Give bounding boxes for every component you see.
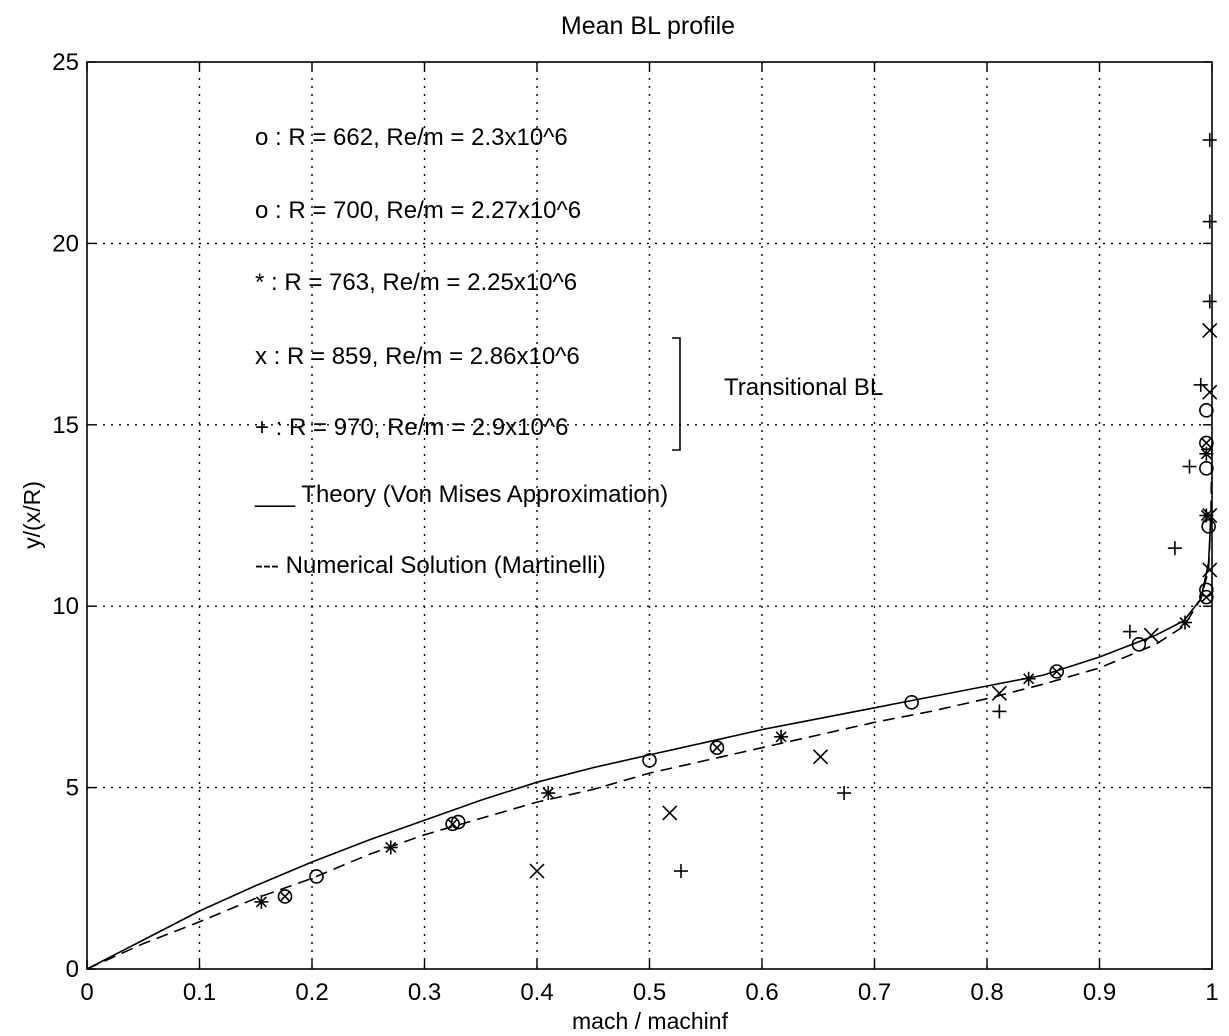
data-point-circle xyxy=(309,869,324,884)
x-tick-label: 0.2 xyxy=(295,979,328,1006)
data-point-plus xyxy=(674,864,688,879)
data-point-circle xyxy=(1131,636,1147,652)
y-axis-label: y/(x/R) xyxy=(19,481,45,549)
x-tick-label: 0 xyxy=(80,979,93,1006)
data-point-circle-x xyxy=(1049,664,1065,679)
data-point-plus xyxy=(837,786,852,801)
data-point-x xyxy=(1202,322,1218,339)
data-point-x xyxy=(1143,627,1159,643)
data-point-star xyxy=(1199,508,1214,523)
legend-entry-r859: x : R = 859, Re/m = 2.86x10^6 xyxy=(255,343,580,370)
data-point-star xyxy=(541,786,556,801)
legend-entry-r662: o : R = 662, Re/m = 2.3x10^6 xyxy=(255,124,568,151)
data-point-star xyxy=(254,894,269,909)
legend: o : R = 662, Re/m = 2.3x10^6 o : R = 700… xyxy=(254,124,681,579)
data-point-circle-x xyxy=(277,889,293,904)
data-point-circle xyxy=(642,753,657,768)
legend-entry-r970: + : R = 970, Re/m = 2.9x10^6 xyxy=(255,414,568,441)
data-point-x xyxy=(529,863,545,879)
y-tick-label: 15 xyxy=(52,412,79,439)
data-point-plus xyxy=(1193,377,1208,392)
x-tick-label: 0.6 xyxy=(745,979,778,1006)
y-tick-label: 10 xyxy=(52,593,79,620)
data-point-plus xyxy=(1202,133,1217,148)
legend-entry-theory: ___ Theory (Von Mises Approximation) xyxy=(254,481,668,508)
x-tick-label: 0.3 xyxy=(408,979,441,1006)
data-point-plus xyxy=(1167,541,1182,556)
data-point-star xyxy=(1199,446,1214,461)
data-point-plus xyxy=(1202,214,1217,229)
legend-entry-r700: o : R = 700, Re/m = 2.27x10^6 xyxy=(255,197,581,224)
x-tick-label: 0.8 xyxy=(970,979,1003,1006)
y-tick-label: 20 xyxy=(52,230,79,257)
chart-title: Mean BL profile xyxy=(561,12,735,40)
x-tick-label: 0.1 xyxy=(183,979,216,1006)
numerical-solution-curve xyxy=(86,442,1213,970)
data-point-star xyxy=(774,729,789,744)
data-point-star xyxy=(1178,615,1192,630)
y-tick-label: 25 xyxy=(52,49,79,76)
data-markers xyxy=(254,133,1218,909)
data-point-circle xyxy=(1201,519,1216,534)
x-tick-label: 0.9 xyxy=(1083,979,1116,1006)
ticks xyxy=(86,61,1213,970)
grid xyxy=(87,62,1212,969)
data-point-x xyxy=(662,805,678,821)
data-point-circle-x xyxy=(1199,589,1214,605)
data-point-plus xyxy=(1202,294,1217,309)
data-point-circle xyxy=(1199,461,1214,476)
x-tick-label: 0.5 xyxy=(633,979,666,1006)
data-point-plus xyxy=(1122,624,1137,639)
y-tick-label: 0 xyxy=(66,956,79,983)
data-point-plus xyxy=(1182,459,1197,474)
data-point-plus xyxy=(992,704,1007,719)
theory-curve xyxy=(86,515,1212,970)
y-tick-label: 5 xyxy=(66,775,79,802)
data-point-circle xyxy=(1199,402,1214,418)
legend-entry-r763: * : R = 763, Re/m = 2.25x10^6 xyxy=(255,269,577,296)
data-point-circle-x xyxy=(445,816,460,832)
data-point-x xyxy=(1202,562,1218,578)
data-point-star xyxy=(383,840,398,855)
x-tick-label: 0.4 xyxy=(520,979,553,1006)
data-point-circle-x xyxy=(709,740,725,755)
legend-bracket xyxy=(672,337,681,451)
data-point-x xyxy=(812,749,829,765)
x-axis-label: mach / machinf xyxy=(572,1008,729,1034)
x-tick-label: 0.7 xyxy=(858,979,891,1006)
data-point-x xyxy=(991,685,1007,701)
legend-entry-numerical: --- Numerical Solution (Martinelli) xyxy=(255,552,606,579)
curves xyxy=(86,442,1213,970)
data-point-x xyxy=(1202,507,1218,524)
data-point-x xyxy=(1202,384,1218,400)
data-point-circle xyxy=(904,695,919,710)
annotation-transitional-bl: Transitional BL xyxy=(724,374,883,401)
x-tick-label: 1 xyxy=(1205,979,1218,1006)
data-point-star xyxy=(1021,671,1036,686)
